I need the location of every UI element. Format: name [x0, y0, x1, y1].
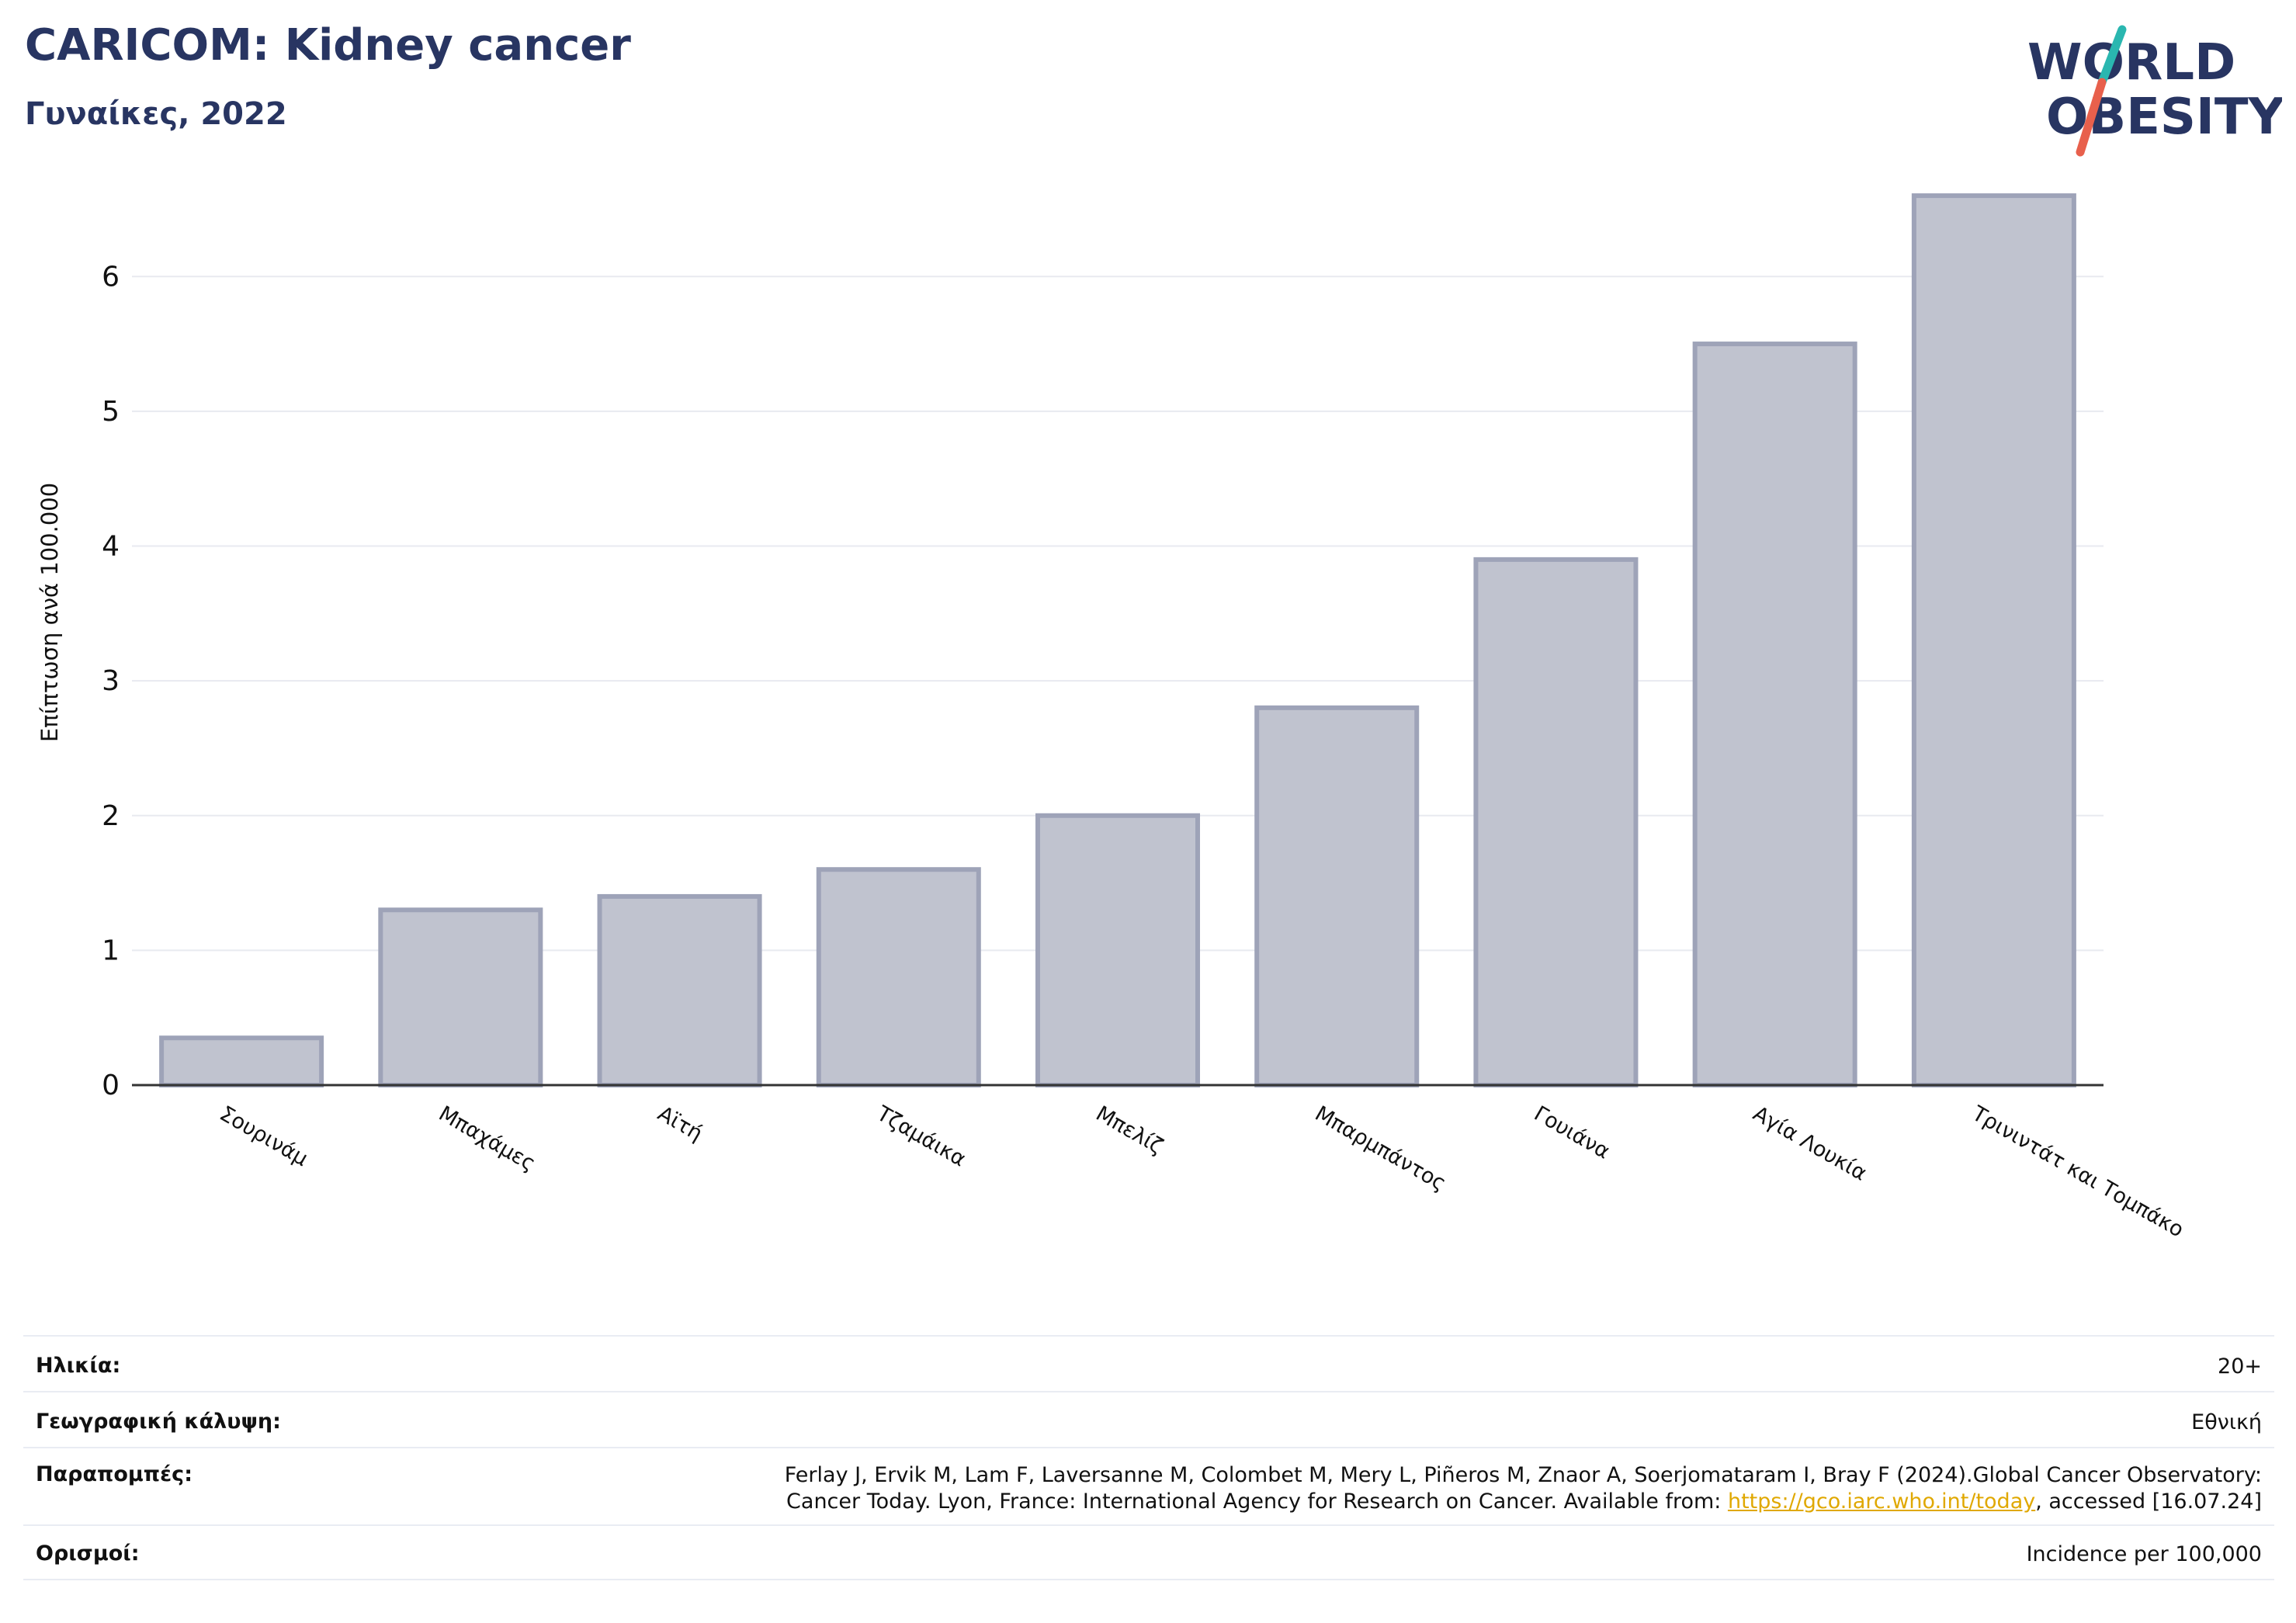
- info-row-age: Ηλικία: 20+: [23, 1335, 2274, 1391]
- y-tick-label: 1: [102, 935, 120, 966]
- references-value: Ferlay J, Ervik M, Lam F, Laversanne M, …: [785, 1462, 2262, 1515]
- coverage-label: Γεωγραφική κάλυψη:: [36, 1410, 281, 1434]
- references-line2-pre: Cancer Today. Lyon, France: Internationa…: [786, 1489, 1728, 1514]
- age-label: Ηλικία:: [36, 1354, 121, 1378]
- x-tick-label: Μπαρμπάντος: [1311, 1101, 1451, 1196]
- info-row-references: Παραπομπές: Ferlay J, Ervik M, Lam F, La…: [23, 1447, 2274, 1524]
- definitions-value: Incidence per 100,000: [2026, 1542, 2262, 1566]
- x-tick-label: Μπελίζ: [1092, 1101, 1167, 1159]
- y-tick-label: 4: [102, 531, 120, 563]
- bar: [159, 1035, 324, 1088]
- x-tick-label: Τζαμάικα: [872, 1101, 969, 1172]
- info-row-definitions: Ορισμοί: Incidence per 100,000: [23, 1524, 2274, 1580]
- definitions-label: Ορισμοί:: [36, 1542, 140, 1566]
- y-tick-labels: 0 1 2 3 4 5 6: [102, 261, 120, 1101]
- bar: [597, 893, 762, 1087]
- y-tick-label: 2: [102, 800, 120, 832]
- logo-text-world: WORLD: [2027, 34, 2235, 92]
- logo-slash-red: [2076, 78, 2107, 157]
- x-tick-label: Σουρινάμ: [216, 1101, 312, 1171]
- references-line1: Ferlay J, Ervik M, Lam F, Laversanne M, …: [784, 1463, 2262, 1487]
- logo-slash-teal: [2097, 25, 2127, 87]
- chart-subtitle: Γυναίκες, 2022: [25, 96, 287, 132]
- bar: [1911, 193, 2076, 1088]
- age-value: 20+: [2218, 1354, 2262, 1379]
- y-axis-label: Επίπτωση ανά 100.000: [36, 483, 63, 742]
- world-obesity-logo: WORLD OBESITY: [2027, 25, 2282, 157]
- x-tick-label: Μπαχάμες: [435, 1101, 539, 1176]
- y-tick-label: 3: [102, 665, 120, 697]
- references-label: Παραπομπές:: [36, 1462, 192, 1486]
- info-table: Ηλικία: 20+ Γεωγραφική κάλυψη: Εθνική Πα…: [23, 1335, 2274, 1580]
- chart-title: CARICOM: Kidney cancer: [25, 20, 631, 71]
- x-tick-label: Αϊτή: [654, 1101, 706, 1146]
- bars: [159, 193, 2076, 1088]
- references-line2-post: , accessed [16.07.24]: [2035, 1489, 2262, 1514]
- references-link[interactable]: https://gco.iarc.who.int/today: [1727, 1489, 2036, 1514]
- bar: [378, 907, 543, 1087]
- x-tick-labels: Σουρινάμ Μπαχάμες Αϊτή Τζαμάικα Μπελίζ Μπαρμπ…: [216, 1101, 2188, 1243]
- bar: [1692, 342, 1857, 1087]
- bar: [1035, 813, 1201, 1088]
- x-tick-label: Γουιάνα: [1530, 1101, 1614, 1163]
- y-tick-label: 6: [102, 261, 120, 293]
- x-tick-label: Τρινιντάτ και Τομπάκο: [1968, 1101, 2188, 1243]
- bar: [1254, 705, 1420, 1088]
- coverage-value: Εθνική: [2191, 1410, 2262, 1434]
- x-tick-label: Αγία Λουκία: [1749, 1101, 1871, 1186]
- bar: [816, 867, 981, 1087]
- bar: [1473, 557, 1639, 1087]
- bar-chart: 0 1 2 3 4 5 6 Σουρινάμ Μπαχάμες Αϊτή Τζαμάικα Μπελ…: [36, 193, 2188, 1243]
- info-row-coverage: Γεωγραφική κάλυψη: Εθνική: [23, 1391, 2274, 1447]
- y-tick-label: 0: [102, 1070, 120, 1101]
- y-tick-label: 5: [102, 396, 120, 428]
